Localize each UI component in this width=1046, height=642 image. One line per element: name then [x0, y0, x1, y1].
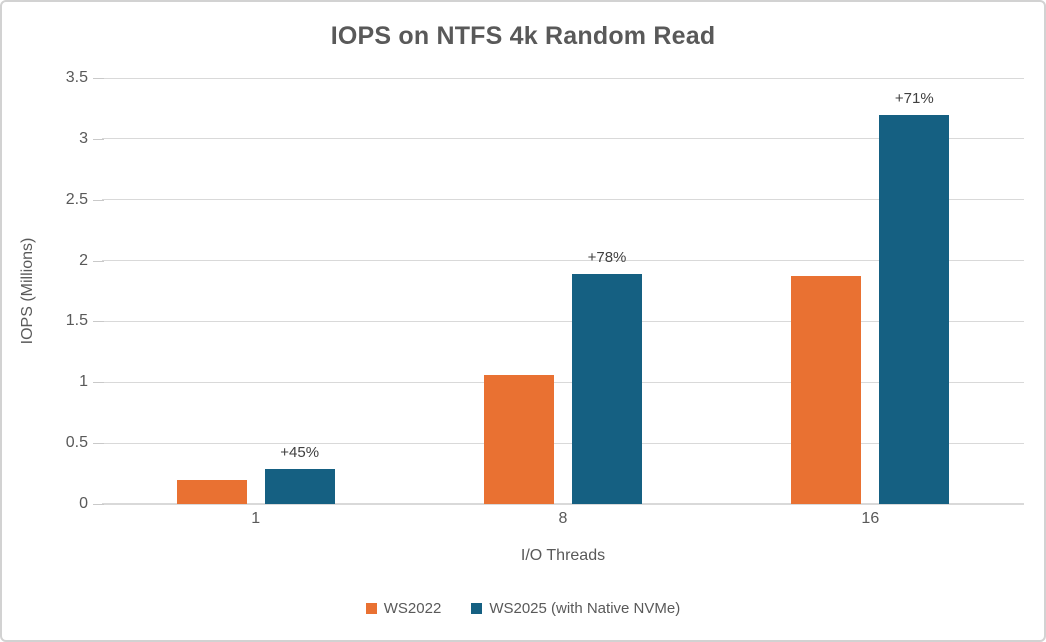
y-tick-label: 3.5 [65, 69, 88, 86]
x-tick-label: 16 [861, 510, 880, 527]
gridline [102, 260, 1024, 262]
y-tick-mark [93, 382, 104, 384]
legend-swatch-ws2025 [471, 603, 483, 614]
y-tick-label: 0.5 [65, 434, 88, 452]
legend-label-ws2022: WS2022 [383, 600, 442, 617]
y-tick-label: 1.5 [65, 312, 88, 330]
bar-annotation: +71% [894, 89, 934, 107]
gridline [102, 199, 1024, 201]
gridline [102, 138, 1024, 140]
gridline [102, 442, 1024, 444]
y-tick-label: 1 [79, 373, 88, 391]
y-tick-mark [93, 138, 104, 140]
bar-ws2022-threads-1 [176, 479, 247, 504]
plot-area [102, 77, 1024, 505]
y-tick-label: 3 [79, 129, 88, 147]
x-tick-label: 1 [251, 510, 261, 527]
legend: WS2022 WS2025 (with Native NVMe) [2, 600, 1044, 617]
gridline [102, 77, 1024, 79]
legend-swatch-ws2022 [365, 603, 377, 614]
y-tick-mark [93, 78, 104, 79]
bar-ws2022-threads-16 [791, 276, 862, 504]
y-tick-mark [93, 504, 104, 505]
bar-annotation: +78% [587, 248, 627, 266]
bar-ws2025-threads-16 [879, 114, 950, 504]
y-tick-label: 0 [79, 495, 88, 512]
y-tick-mark [93, 443, 104, 445]
x-axis-title: I/O Threads [520, 547, 606, 564]
y-tick-label: 2.5 [65, 190, 88, 208]
gridline [102, 381, 1024, 383]
legend-item-ws2022: WS2022 [365, 600, 442, 617]
legend-item-ws2025: WS2025 (with Native NVMe) [471, 600, 680, 617]
x-axis-line [102, 503, 1024, 505]
bar-ws2022-threads-8 [484, 374, 554, 504]
y-tick-label: 2 [79, 251, 88, 269]
bar-ws2025-threads-8 [572, 273, 642, 504]
gridline [102, 320, 1024, 322]
legend-label-ws2025: WS2025 (with Native NVMe) [489, 600, 681, 617]
bar-ws2025-threads-1 [264, 468, 335, 504]
x-tick-label: 8 [558, 510, 568, 527]
bar-annotation: +45% [280, 443, 320, 461]
y-tick-mark [93, 260, 104, 262]
y-tick-mark [93, 321, 104, 323]
y-tick-mark [93, 199, 104, 201]
chart-title: IOPS on NTFS 4k Random Read [330, 22, 716, 50]
